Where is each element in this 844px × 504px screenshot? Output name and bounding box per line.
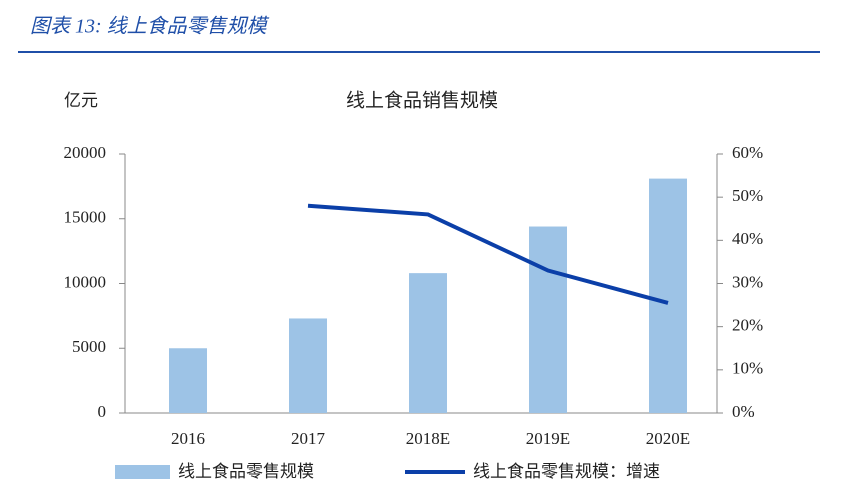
y2-tick-label: 30%	[732, 272, 763, 291]
chart-title: 线上食品销售规模	[346, 89, 498, 111]
y-axis-label: 亿元	[64, 91, 98, 110]
x-tick-label: 2018E	[406, 429, 450, 448]
y-tick-label: 20000	[64, 143, 107, 162]
x-tick-label: 2019E	[526, 429, 570, 448]
legend-label: 线上食品零售规模	[178, 462, 314, 481]
bar	[649, 178, 687, 413]
x-tick-label: 2020E	[646, 429, 690, 448]
line	[307, 203, 669, 305]
legend-swatch	[115, 465, 170, 479]
header-title: 图表 13: 线上食品零售规模	[30, 16, 270, 38]
x-tick-label: 2016	[171, 429, 205, 448]
y2-tick-label: 40%	[732, 229, 763, 248]
bar	[169, 348, 207, 413]
y2-tick-label: 20%	[732, 316, 763, 335]
x-tick-label: 2017	[291, 429, 326, 448]
y2-tick-label: 0%	[732, 402, 755, 421]
y-tick-label: 5000	[72, 337, 106, 356]
y2-tick-label: 10%	[732, 359, 763, 378]
bar	[289, 318, 327, 413]
y-tick-label: 0	[98, 402, 107, 421]
y-tick-label: 10000	[64, 272, 107, 291]
y-tick-label: 15000	[64, 208, 107, 227]
y2-tick-label: 60%	[732, 143, 763, 162]
bar	[409, 273, 447, 413]
legend-label: 线上食品零售规模：增速	[473, 462, 660, 481]
y2-tick-label: 50%	[732, 186, 763, 205]
bar	[529, 226, 567, 413]
